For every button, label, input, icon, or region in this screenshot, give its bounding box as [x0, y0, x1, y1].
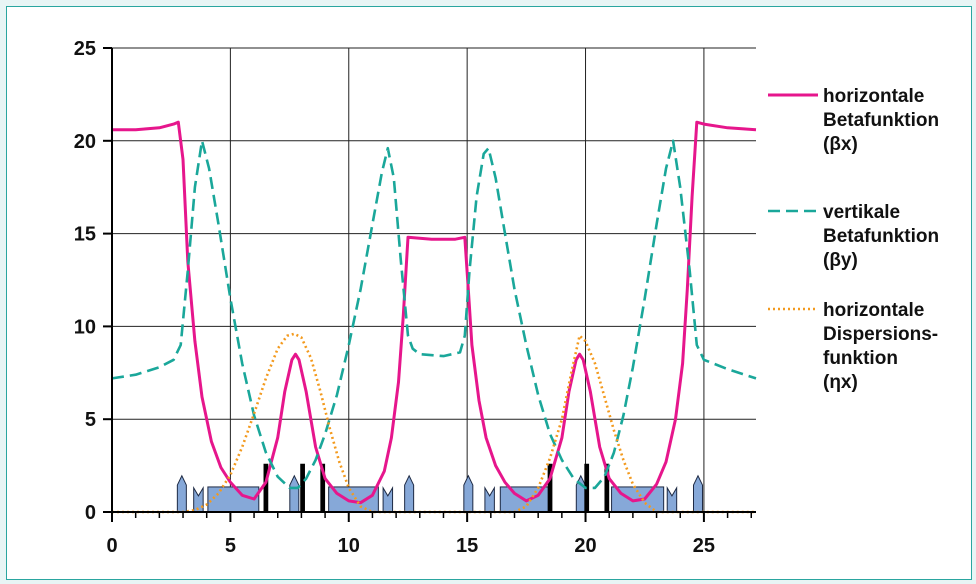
corrector-bar [547, 463, 553, 512]
legend: horizontale Betafunktion (βx) vertikale Beta… [768, 86, 939, 393]
legend-label-line: (βx) [823, 134, 858, 155]
series-line-2 [111, 139, 757, 490]
grid [111, 47, 756, 513]
axes [103, 47, 756, 522]
quadrupole-marker [484, 486, 495, 513]
sextupole-marker [692, 474, 703, 513]
sextupole-marker [289, 474, 300, 513]
legend-label-line: Betafunktion [823, 110, 939, 131]
sextupole-marker [463, 474, 474, 513]
legend-label-line: (ηx) [823, 372, 858, 393]
quadrupole-marker [666, 486, 678, 513]
y-tick-label: 15 [74, 224, 96, 246]
corrector-bar [584, 463, 590, 512]
x-tick-label: 5 [225, 535, 236, 557]
series-lines [111, 120, 757, 514]
x-tick-label: 0 [106, 535, 117, 557]
legend-label-line: funktion [823, 348, 898, 369]
series-line-1 [112, 120, 757, 505]
legend-label-line: Betafunktion [823, 226, 939, 247]
legend-label-line: horizontale [823, 86, 924, 107]
legend-label-line: Dispersions- [823, 324, 938, 345]
magnet-lattice [176, 463, 703, 513]
y-tick-label: 10 [74, 316, 96, 338]
x-tick-label: 20 [574, 535, 596, 557]
x-tick-label: 10 [338, 535, 360, 557]
corrector-bar [300, 463, 305, 512]
y-tick-label: 25 [74, 38, 96, 60]
x-tick-label: 25 [693, 535, 715, 557]
legend-label-line: (βy) [823, 250, 858, 271]
y-tick-label: 20 [74, 131, 96, 153]
corrector-bar [320, 463, 326, 512]
y-tick-label: 5 [85, 409, 96, 431]
sextupole-marker [404, 474, 415, 513]
corrector-bar [604, 463, 610, 512]
legend-label-line: vertikale [823, 202, 900, 223]
legend-label-line: horizontale [823, 300, 924, 321]
corrector-bar [263, 463, 269, 512]
quadrupole-marker [382, 486, 394, 513]
tick-labels: 0 5 10 15 20 25 0 5 10 15 20 25 [74, 38, 715, 557]
sextupole-marker [176, 474, 187, 513]
y-tick-label: 0 [85, 502, 96, 524]
x-tick-label: 15 [456, 535, 478, 557]
series-line-3 [112, 332, 756, 514]
chart-frame [6, 6, 972, 580]
